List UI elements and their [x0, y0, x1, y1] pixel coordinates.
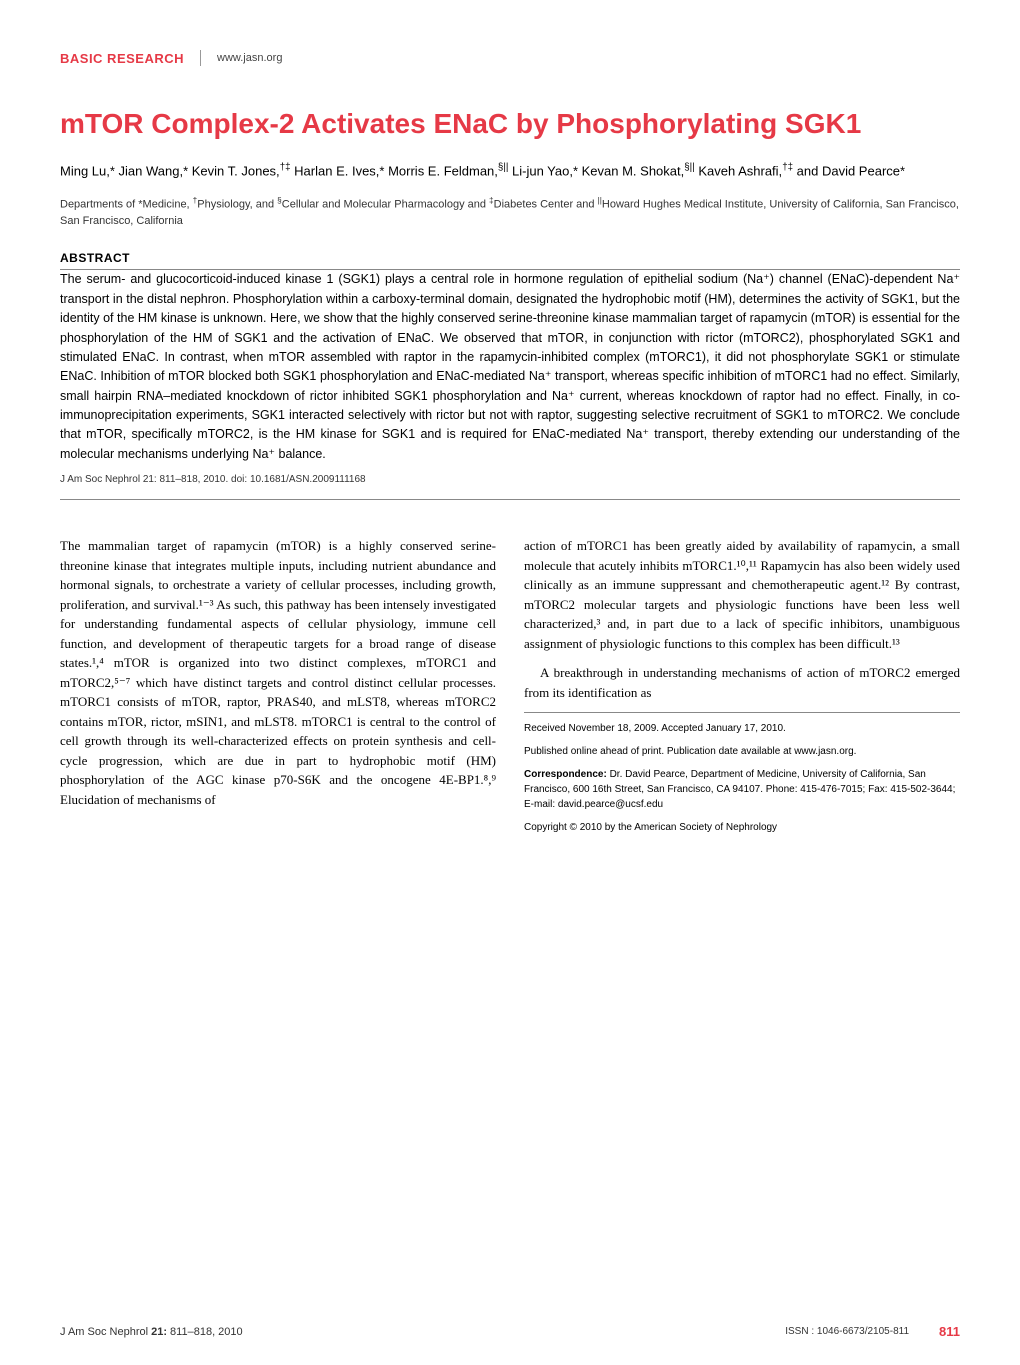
section-label: BASIC RESEARCH [60, 51, 184, 66]
received-date: Received November 18, 2009. Accepted Jan… [524, 721, 960, 736]
footer-right: ISSN : 1046-6673/2105-811 811 [785, 1324, 960, 1339]
abstract-text: The serum- and glucocorticoid-induced ki… [60, 270, 960, 464]
right-column: action of mTORC1 has been greatly aided … [524, 536, 960, 843]
body-paragraph: action of mTORC1 has been greatly aided … [524, 536, 960, 653]
body-columns: The mammalian target of rapamycin (mTOR)… [60, 536, 960, 843]
header-divider [200, 50, 201, 66]
abstract-citation: J Am Soc Nephrol 21: 811–818, 2010. doi:… [60, 474, 960, 485]
header-bar: BASIC RESEARCH www.jasn.org [60, 50, 960, 66]
footer-citation: J Am Soc Nephrol 21: 811–818, 2010 [60, 1326, 243, 1338]
issn-label: ISSN : 1046-6673/2105-811 [785, 1326, 909, 1337]
meta-rule [524, 712, 960, 713]
affiliations: Departments of *Medicine, †Physiology, a… [60, 195, 960, 230]
correspondence: Correspondence: Dr. David Pearce, Depart… [524, 767, 960, 812]
article-title: mTOR Complex-2 Activates ENaC by Phospho… [60, 106, 960, 141]
page-footer: J Am Soc Nephrol 21: 811–818, 2010 ISSN … [60, 1324, 960, 1339]
abstract-label: ABSTRACT [60, 251, 960, 265]
page-number: 811 [939, 1324, 960, 1339]
left-column: The mammalian target of rapamycin (mTOR)… [60, 536, 496, 843]
author-list: Ming Lu,* Jian Wang,* Kevin T. Jones,†‡ … [60, 161, 960, 181]
abstract-rule-bottom [60, 499, 960, 500]
body-paragraph: A breakthrough in understanding mechanis… [524, 663, 960, 702]
meta-block: Received November 18, 2009. Accepted Jan… [524, 721, 960, 835]
published-info: Published online ahead of print. Publica… [524, 744, 960, 759]
website-url: www.jasn.org [217, 52, 282, 64]
copyright: Copyright © 2010 by the American Society… [524, 820, 960, 835]
body-paragraph: The mammalian target of rapamycin (mTOR)… [60, 536, 496, 809]
